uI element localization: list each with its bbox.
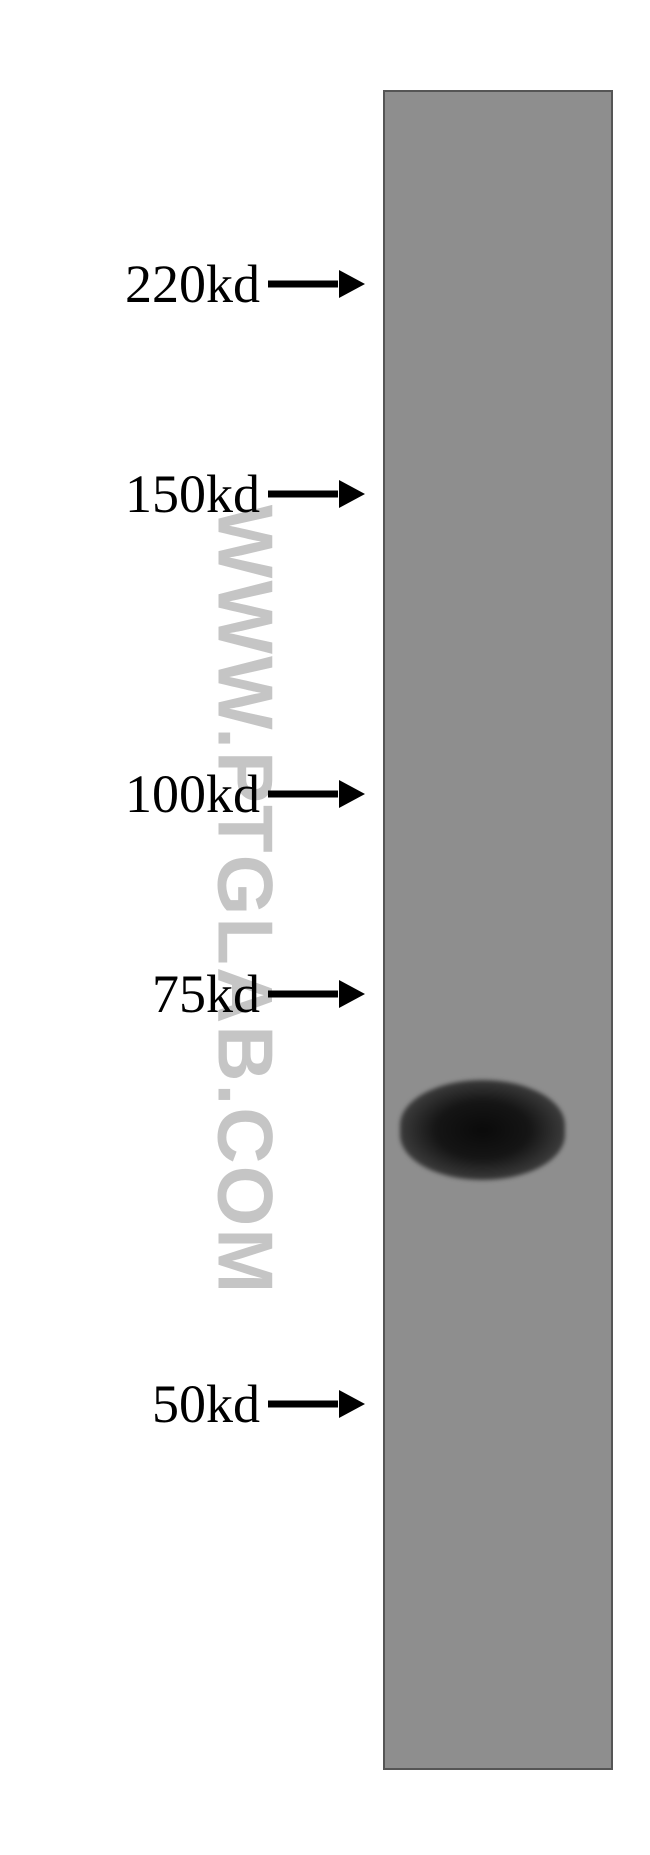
- marker-label: 150kd: [125, 463, 260, 525]
- protein-band: [400, 1080, 565, 1180]
- arrow-icon: [268, 780, 364, 808]
- watermark-text: WWW.PTGLAB.COM: [200, 505, 291, 1296]
- arrow-icon: [268, 980, 364, 1008]
- marker-220kd: 220kd: [24, 253, 364, 315]
- marker-75kd: 75kd: [24, 963, 364, 1025]
- marker-150kd: 150kd: [24, 463, 364, 525]
- western-blot-figure: WWW.PTGLAB.COM 220kd 150kd 100kd 75kd 50…: [0, 0, 650, 1855]
- arrow-icon: [268, 480, 364, 508]
- marker-label: 220kd: [125, 253, 260, 315]
- arrow-icon: [268, 1390, 364, 1418]
- gel-lane: [383, 90, 613, 1770]
- marker-50kd: 50kd: [24, 1373, 364, 1435]
- marker-label: 100kd: [125, 763, 260, 825]
- marker-label: 50kd: [152, 1373, 260, 1435]
- marker-100kd: 100kd: [24, 763, 364, 825]
- arrow-icon: [268, 270, 364, 298]
- marker-label: 75kd: [152, 963, 260, 1025]
